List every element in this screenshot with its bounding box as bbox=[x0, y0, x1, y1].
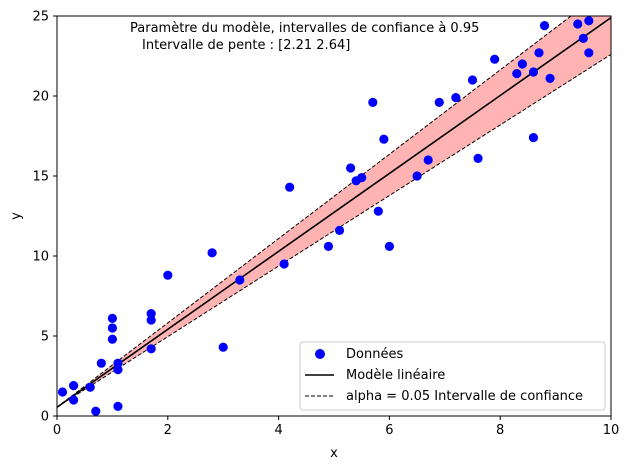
data-point bbox=[91, 406, 101, 416]
data-point bbox=[107, 323, 117, 333]
x-tick-label: 2 bbox=[164, 423, 172, 438]
legend-label-ci: alpha = 0.05 Intervalle de confiance bbox=[346, 389, 583, 404]
legend-label-data: Données bbox=[346, 347, 403, 362]
model-line bbox=[57, 16, 611, 408]
y-tick-label: 5 bbox=[41, 330, 49, 345]
data-point bbox=[473, 153, 483, 163]
x-tick-label: 10 bbox=[603, 423, 620, 438]
data-point bbox=[379, 134, 389, 144]
data-point bbox=[235, 275, 245, 285]
data-point bbox=[146, 309, 156, 319]
data-point bbox=[357, 173, 367, 183]
plot-frame bbox=[56, 15, 612, 417]
data-point bbox=[467, 75, 478, 85]
data-point bbox=[545, 73, 555, 83]
chart-title-line-2: Intervalle de pente : [2.21 2.64] bbox=[142, 38, 350, 53]
x-tick-label: 8 bbox=[496, 423, 504, 438]
data-point bbox=[107, 334, 117, 344]
data-point bbox=[113, 365, 123, 375]
data-point bbox=[113, 358, 123, 368]
x-axis-label: x bbox=[330, 446, 338, 461]
legend-label-model: Modèle linéaire bbox=[346, 368, 445, 383]
data-point bbox=[146, 344, 156, 354]
data-point bbox=[573, 19, 583, 29]
data-point bbox=[96, 358, 106, 368]
data-point bbox=[57, 387, 68, 397]
data-point bbox=[584, 48, 594, 58]
data-point bbox=[107, 313, 117, 323]
x-tick-label: 4 bbox=[274, 423, 282, 438]
data-point bbox=[578, 33, 588, 44]
y-axis-label: y bbox=[9, 212, 24, 220]
data-point bbox=[207, 248, 217, 258]
data-point bbox=[334, 225, 345, 235]
data-point bbox=[113, 401, 123, 411]
data-point bbox=[146, 315, 156, 325]
data-point bbox=[528, 133, 539, 143]
y-tick-label: 0 bbox=[41, 410, 49, 425]
data-point bbox=[218, 342, 228, 352]
y-tick-label: 15 bbox=[32, 170, 49, 185]
data-point bbox=[584, 16, 594, 26]
data-point bbox=[451, 93, 461, 103]
data-point bbox=[490, 54, 500, 64]
ci-upper-line bbox=[57, 16, 572, 408]
y-tick-label: 20 bbox=[32, 90, 49, 105]
data-point bbox=[517, 59, 527, 69]
data-point bbox=[69, 395, 79, 405]
data-point bbox=[279, 259, 289, 269]
x-tick-label: 6 bbox=[385, 423, 393, 438]
data-point bbox=[285, 182, 295, 192]
data-point bbox=[368, 97, 378, 107]
legend: Données Modèle linéaire alpha = 0.05 Int… bbox=[299, 341, 606, 411]
y-tick-label: 10 bbox=[32, 250, 49, 265]
data-point bbox=[346, 163, 356, 173]
data-point bbox=[85, 382, 95, 392]
data-point bbox=[69, 381, 79, 391]
data-point bbox=[423, 155, 433, 165]
data-point bbox=[434, 97, 444, 107]
chart-title-line-1: Paramètre du modèle, intervalles de conf… bbox=[130, 21, 479, 36]
data-point bbox=[512, 69, 522, 79]
y-tick-label: 25 bbox=[32, 10, 49, 25]
x-tick-label: 0 bbox=[53, 423, 61, 438]
data-point bbox=[384, 241, 394, 251]
legend-marker-data bbox=[315, 349, 325, 359]
data-point bbox=[534, 48, 544, 58]
data-point bbox=[373, 206, 383, 216]
legend-box bbox=[299, 341, 606, 411]
data-point bbox=[539, 21, 550, 31]
data-point bbox=[412, 171, 422, 181]
data-point bbox=[528, 67, 539, 77]
data-point bbox=[323, 241, 334, 251]
data-point bbox=[163, 270, 173, 280]
